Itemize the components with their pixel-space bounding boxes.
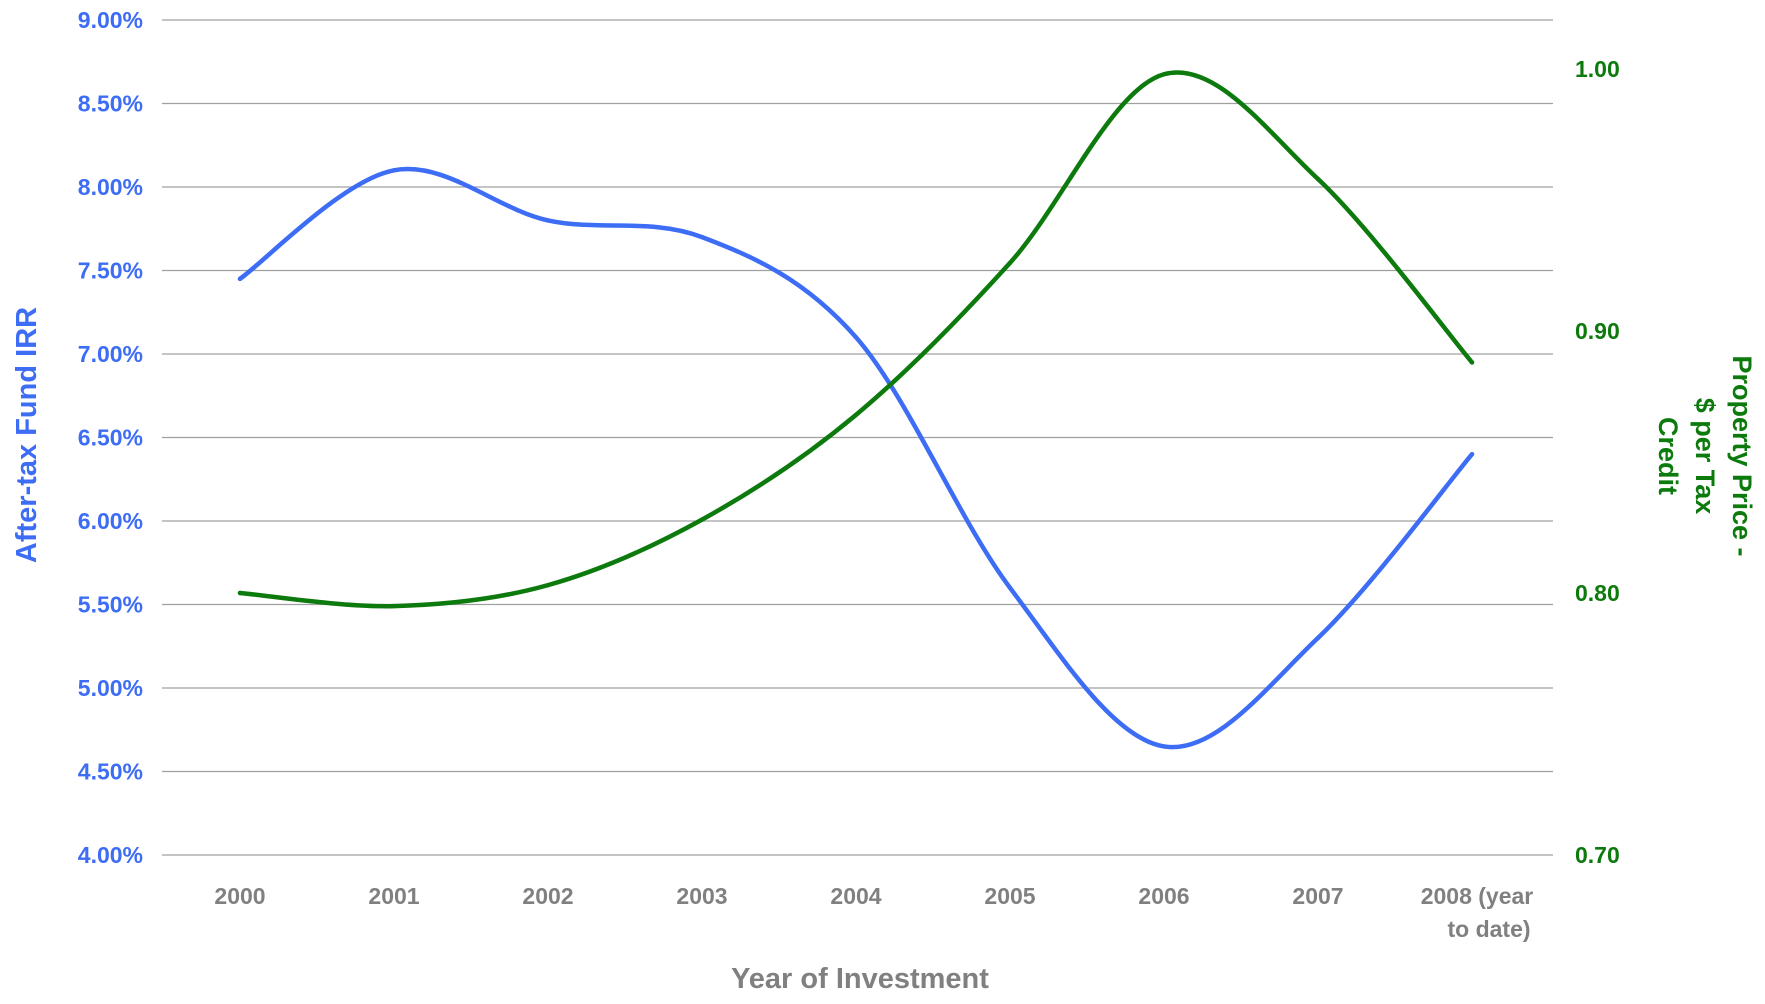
gridlines [162,19,1553,856]
irr-data-point [1469,452,1475,457]
irr-data-point [699,234,705,240]
left-axis-ticks: 4.00% 4.50% 5.00% 5.50% 6.00% 6.50% 7.00% 7.50%… [78,7,143,868]
right-tick-label: 1.00 [1575,56,1620,82]
irr-data-point [237,276,243,282]
left-axis-title: After-tax Fund IRR [11,307,43,563]
property-price-series-line [237,70,1475,609]
right-axis-title: Property Price - $ per Tax Credit [1653,355,1757,556]
right-axis-title-line-3: Credit [1653,417,1683,495]
right-tick-label: 0.70 [1575,842,1620,868]
irr-data-point [1161,744,1167,749]
left-tick-label: 9.00% [78,7,143,33]
left-tick-label: 8.50% [78,91,143,117]
x-tick-label: 2008 (year to date) [1421,883,1534,942]
property-price-data-point [1161,72,1167,77]
irr-data-point [1007,585,1013,590]
left-tick-label: 8.00% [78,174,143,200]
x-tick-label: 2003 [676,883,727,909]
left-tick-label: 4.00% [78,842,143,868]
property-price-data-point [1007,260,1013,266]
property-price-data-point [545,582,551,588]
property-price-data-point [699,517,705,522]
left-tick-label: 5.50% [78,592,143,618]
right-axis-title-line-1: Property Price - [1727,355,1757,556]
left-tick-label: 4.50% [78,759,143,785]
x-tick-label: 2001 [368,883,419,909]
left-tick-label: 6.50% [78,425,143,451]
x-axis-ticks: 2000 2001 2002 2003 2004 2005 2006 2007 2008 (ye… [214,883,1533,942]
left-tick-label: 7.00% [78,341,143,367]
x-tick-label: 2004 [830,883,881,909]
right-axis-title-line-2: $ per Tax [1690,398,1720,515]
right-tick-label: 0.80 [1575,580,1620,606]
irr-data-point [545,218,551,223]
left-tick-label: 5.00% [78,675,143,701]
irr-data-point [1315,635,1321,641]
property-price-data-point [237,590,243,596]
left-tick-label: 6.00% [78,508,143,534]
x-tick-label: 2007 [1292,883,1343,909]
series-lines [237,70,1475,750]
left-tick-label: 7.50% [78,258,143,284]
x-tick-label: 2006 [1138,883,1189,909]
right-axis-ticks: 0.70 0.80 0.90 1.00 [1575,56,1620,868]
x-tick-label: 2000 [214,883,265,909]
property-price-data-point [1315,176,1321,182]
property-price-data-point [391,603,397,609]
property-price-data-point [853,412,859,418]
irr-data-point [391,168,397,173]
irr-data-point [853,335,859,340]
x-tick-label: 2002 [522,883,573,909]
x-tick-label: 2005 [984,883,1035,909]
property-price-data-point [1469,360,1475,365]
x-axis-title: Year of Investment [731,963,989,995]
right-tick-label: 0.90 [1575,318,1620,344]
